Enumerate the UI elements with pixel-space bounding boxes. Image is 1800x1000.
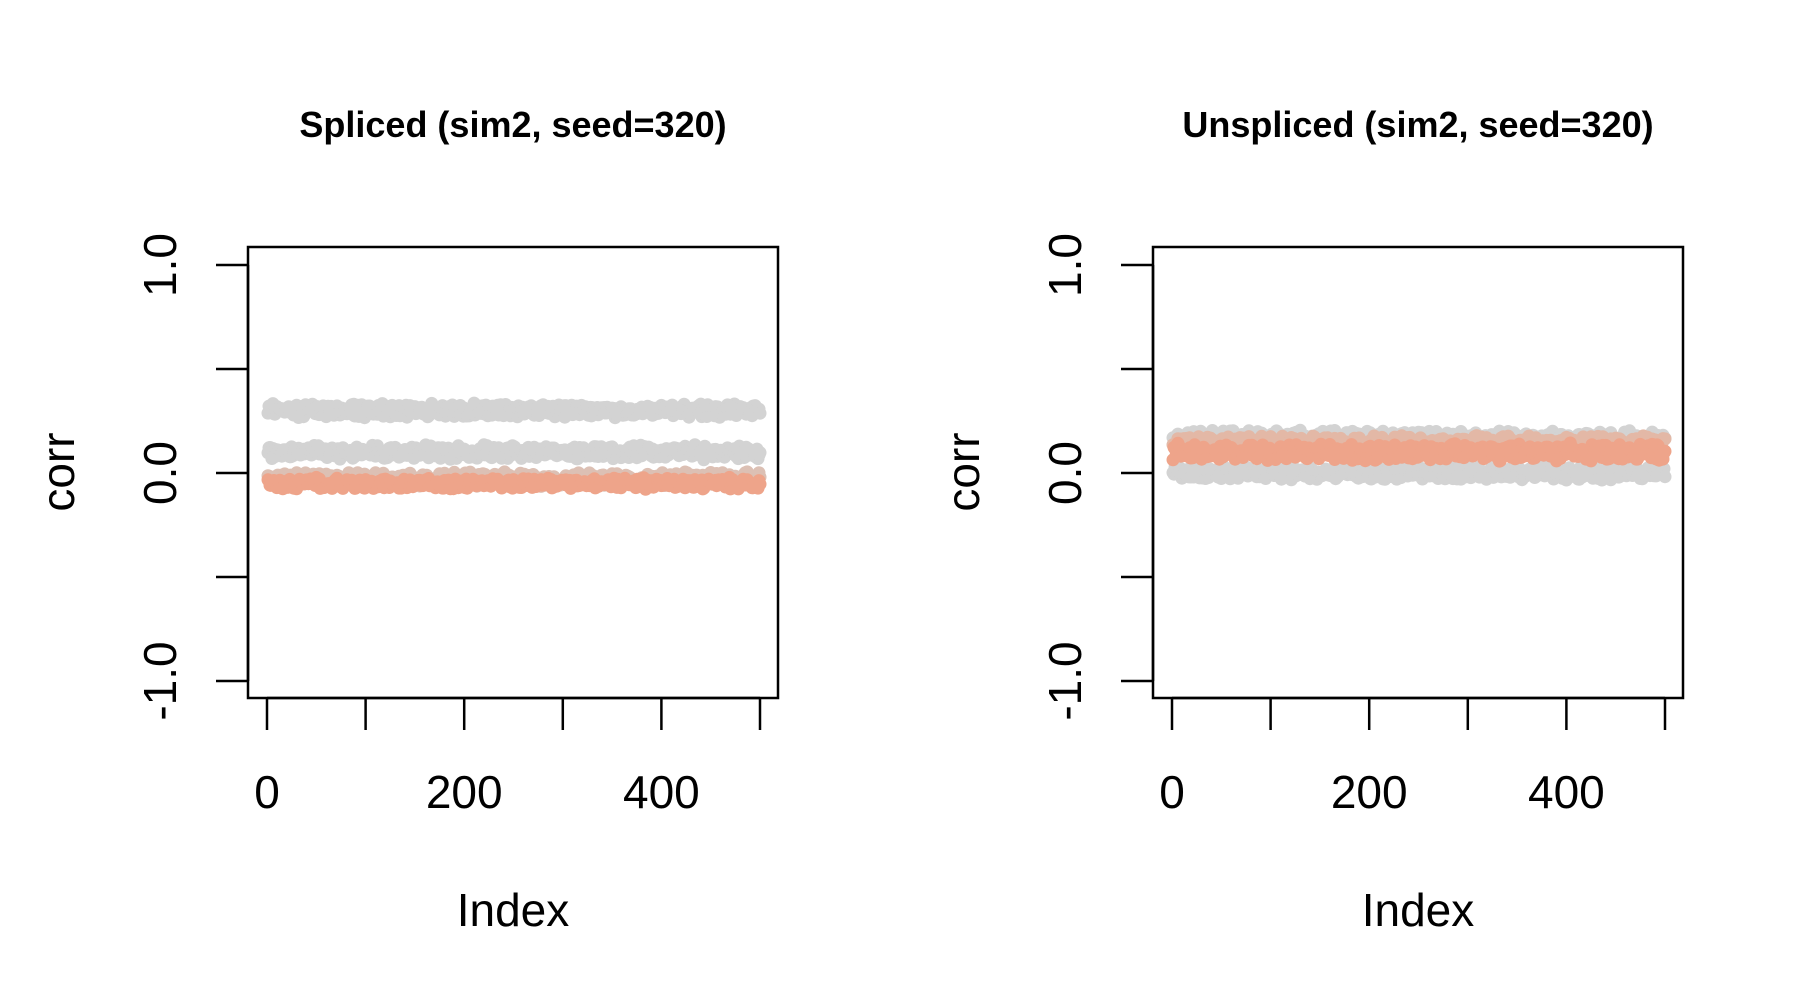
y-tick-label: 0.0 <box>1039 441 1091 505</box>
y-axis-label: corr <box>937 432 989 511</box>
x-axis: 0 200 400 <box>254 696 762 818</box>
x-axis-label: Index <box>1362 884 1475 936</box>
y-axis: -1.0 0.0 1.0 <box>134 233 250 721</box>
x-axis: 0 200 400 <box>1159 696 1667 818</box>
x-tick-label: 0 <box>254 766 280 818</box>
y-tick-label: -1.0 <box>1039 641 1091 720</box>
y-axis-label: corr <box>32 432 84 511</box>
y-tick-label: 1.0 <box>1039 233 1091 297</box>
x-tick-label: 200 <box>426 766 503 818</box>
x-axis-label: Index <box>457 884 570 936</box>
panel-title: Spliced (sim2, seed=320) <box>299 104 726 145</box>
data-point <box>753 446 767 460</box>
data-point <box>753 406 767 420</box>
y-axis: -1.0 0.0 1.0 <box>1039 233 1155 721</box>
spliced-panel: Spliced (sim2, seed=320) -1.0 0.0 1.0 0 200… <box>32 104 780 936</box>
x-tick-label: 200 <box>1331 766 1408 818</box>
x-tick-label: 400 <box>623 766 700 818</box>
y-tick-label: 0.0 <box>134 441 186 505</box>
data-points <box>261 396 767 496</box>
data-point <box>1658 470 1672 484</box>
panel-title: Unspliced (sim2, seed=320) <box>1182 104 1653 145</box>
x-tick-label: 400 <box>1528 766 1605 818</box>
x-tick-label: 0 <box>1159 766 1185 818</box>
data-point <box>1658 444 1672 458</box>
data-point <box>753 477 767 491</box>
unspliced-panel: Unspliced (sim2, seed=320) -1.0 0.0 1.0 0 2… <box>937 104 1685 936</box>
y-tick-label: -1.0 <box>134 641 186 720</box>
data-points <box>1166 423 1672 487</box>
y-tick-label: 1.0 <box>134 233 186 297</box>
